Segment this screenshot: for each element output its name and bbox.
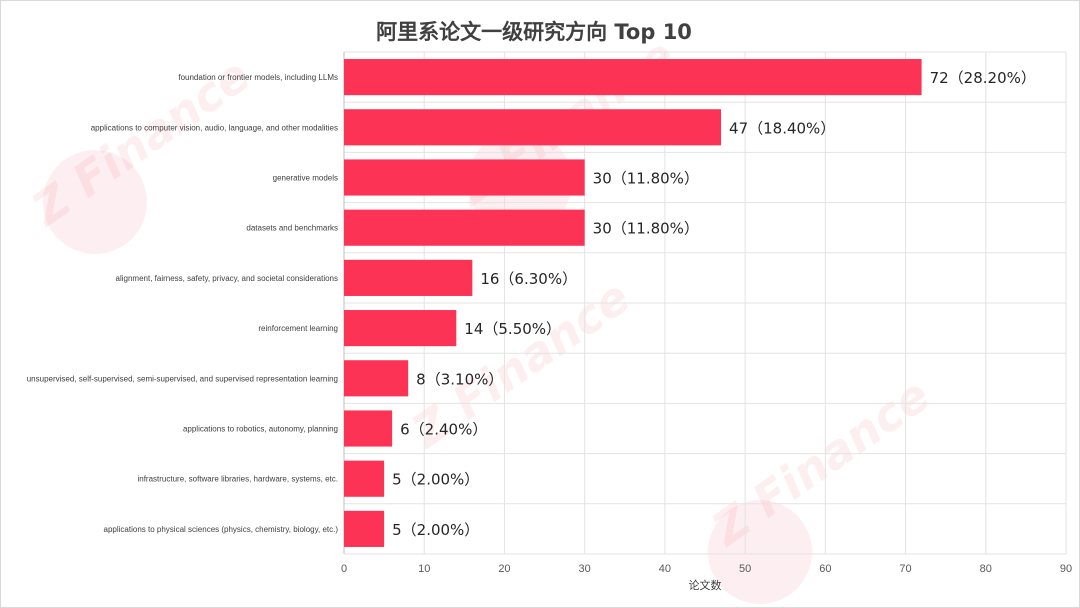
x-tick-label: 40 [659,563,671,575]
bar [344,59,922,96]
data-label: 47（18.40%） [729,119,835,137]
x-tick-label: 80 [980,563,992,575]
bar [344,460,385,497]
data-label: 30（11.80%） [593,170,699,188]
bar [344,510,385,547]
x-tick-label: 70 [899,563,911,575]
category-label: alignment, fairness, safety, privacy, an… [116,274,338,283]
watermark-logo-circle [43,150,147,254]
chart-title: 阿里系论文一级研究方向 Top 10 [376,20,692,44]
bars [344,59,922,547]
x-tick-label: 50 [739,563,751,575]
data-label: 6（2.40%） [400,421,487,439]
data-label: 72（28.20%） [930,69,1036,87]
category-label: infrastructure, software libraries, hard… [137,475,338,484]
category-label: reinforcement learning [258,324,338,333]
data-label: 5（2.00%） [392,521,479,539]
category-label: applications to computer vision, audio, … [91,123,338,132]
x-tick-label: 20 [498,563,510,575]
watermark-logo-circle [708,500,812,604]
x-tick-label: 30 [579,563,591,575]
bar [344,310,457,347]
gridlines [343,51,1067,555]
bar [344,410,393,447]
x-tick-label: 10 [418,563,430,575]
category-label: unsupervised, self-supervised, semi-supe… [27,374,338,383]
data-label: 30（11.80%） [593,220,699,238]
bar [344,159,585,196]
category-label: datasets and benchmarks [246,224,338,233]
bar [344,360,409,397]
data-labels: 72（28.20%） 47（18.40%） 30（11.80%） 30（11.80%）… [392,69,1036,539]
x-tick-label: 0 [341,563,347,575]
x-tick-labels: 0 10 20 30 40 50 60 70 80 90 [341,563,1072,575]
category-label: applications to physical sciences (physi… [104,525,339,534]
category-label: applications to robotics, autonomy, plan… [183,425,338,434]
data-label: 14（5.50%） [464,320,561,338]
category-label: foundation or frontier models, including… [178,73,338,82]
x-tick-label: 60 [819,563,831,575]
bar [344,259,473,296]
category-labels: foundation or frontier models, including… [27,73,339,534]
x-axis-label: 论文数 [689,578,722,592]
bar [344,209,585,246]
bar [344,109,722,146]
data-label: 16（6.30%） [480,270,577,288]
category-label: generative models [273,174,338,183]
x-tick-label: 90 [1060,563,1072,575]
data-label: 5（2.00%） [392,471,479,489]
watermark-text: Z Finance [701,368,940,558]
data-label: 8（3.10%） [416,370,503,388]
